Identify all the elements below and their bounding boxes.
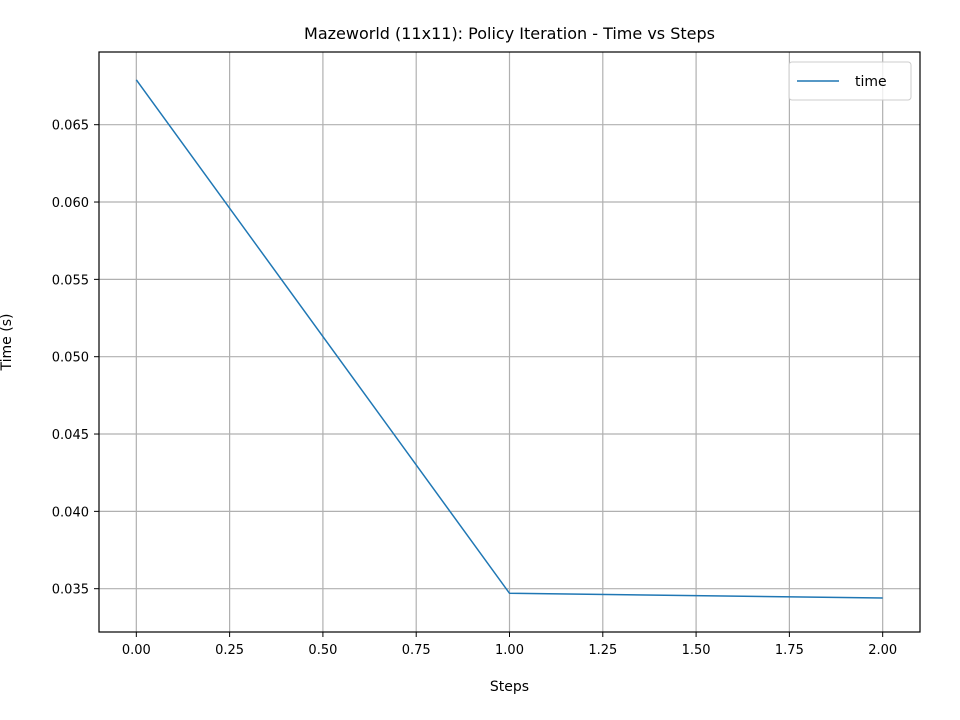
series-line-time bbox=[135, 79, 883, 599]
x-tick-label: 1.75 bbox=[775, 643, 804, 658]
chart-title: Mazeworld (11x11): Policy Iteration - Ti… bbox=[304, 24, 715, 43]
y-tick-label: 0.065 bbox=[52, 119, 89, 134]
x-tick-label: 2.00 bbox=[868, 643, 897, 658]
x-axis-label: Steps bbox=[490, 679, 529, 695]
series-lines bbox=[135, 79, 883, 599]
legend: time bbox=[788, 61, 912, 101]
x-axis-ticks: 0.00 0.25 0.50 0.75 1.00 1.25 1.50 1.75 2.00 bbox=[122, 632, 897, 658]
y-tick-label: 0.040 bbox=[52, 505, 89, 520]
x-tick-label: 0.75 bbox=[402, 643, 431, 658]
x-tick-label: 1.25 bbox=[588, 643, 617, 658]
y-tick-label: 0.050 bbox=[52, 351, 89, 366]
y-axis-ticks: 0.035 0.040 0.045 0.050 0.055 0.060 0.065 bbox=[52, 119, 99, 598]
legend-box bbox=[788, 61, 912, 101]
y-tick-label: 0.060 bbox=[52, 196, 89, 211]
legend-label-time: time bbox=[855, 74, 887, 90]
x-tick-label: 0.50 bbox=[308, 643, 337, 658]
x-tick-label: 1.50 bbox=[682, 643, 711, 658]
y-tick-label: 0.035 bbox=[52, 583, 89, 598]
x-tick-label: 0.00 bbox=[122, 643, 151, 658]
x-tick-label: 0.25 bbox=[215, 643, 244, 658]
y-tick-label: 0.045 bbox=[52, 428, 89, 443]
y-axis-label: Time (s) bbox=[0, 314, 15, 372]
y-tick-label: 0.055 bbox=[52, 273, 89, 288]
x-tick-label: 1.00 bbox=[495, 643, 524, 658]
grid-lines bbox=[99, 52, 920, 632]
